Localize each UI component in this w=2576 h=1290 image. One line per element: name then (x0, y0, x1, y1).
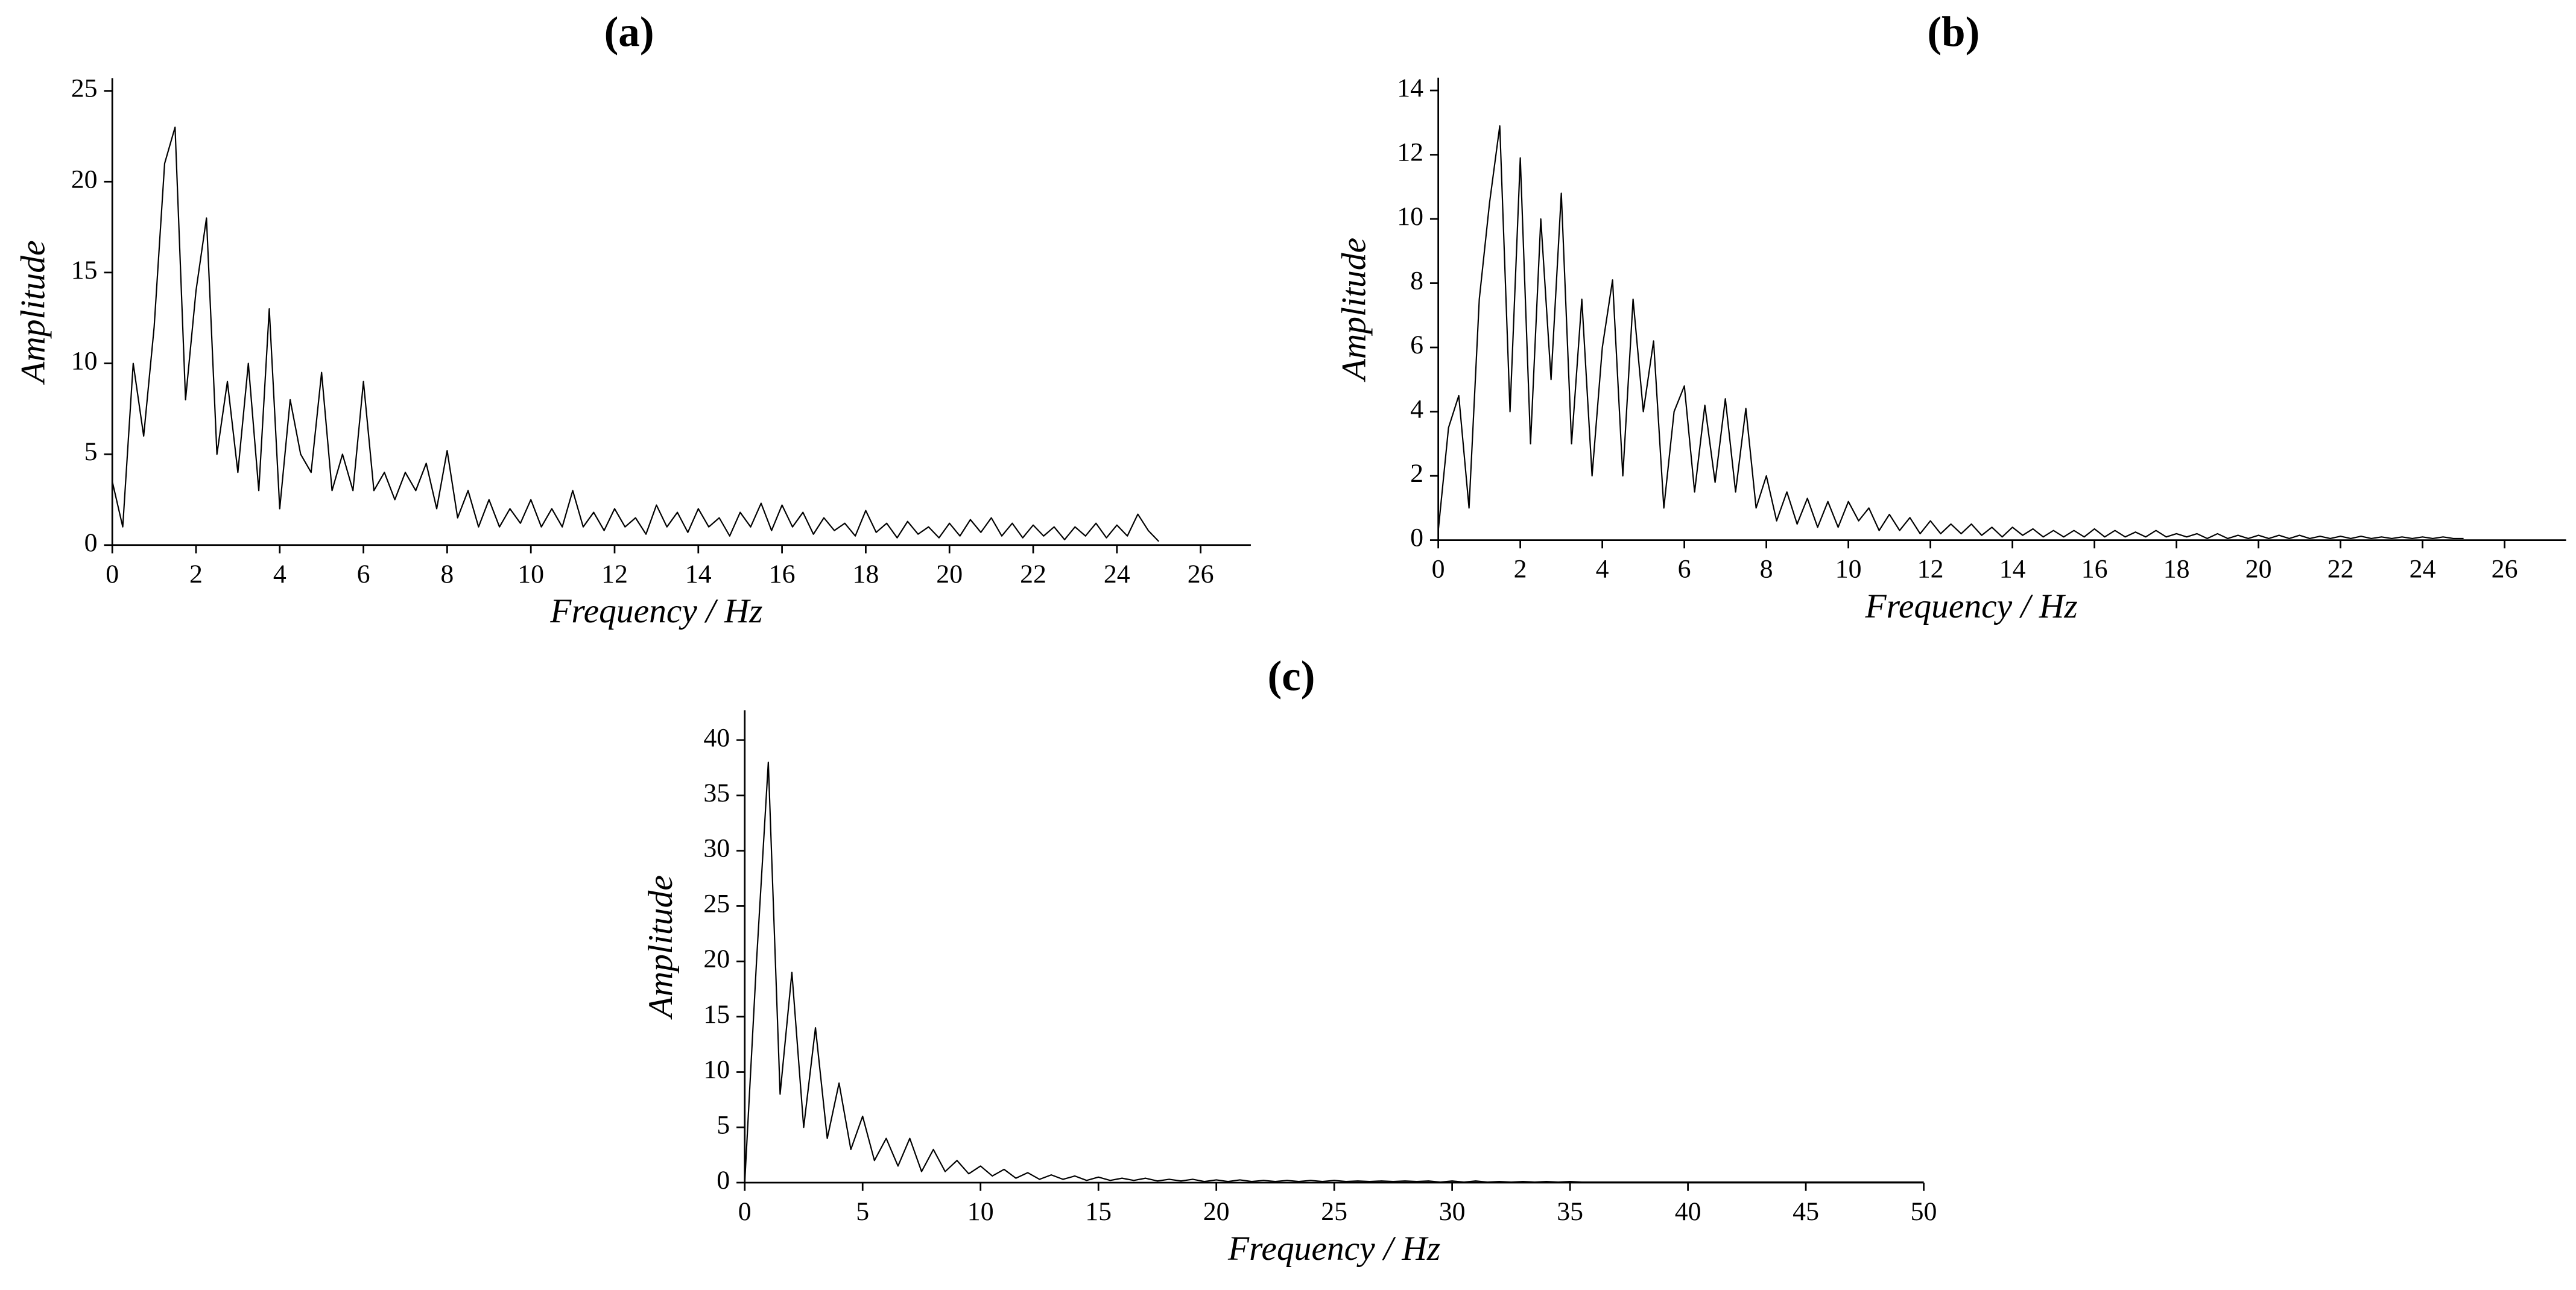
y-tick-label: 30 (703, 834, 730, 863)
y-tick-label: 2 (1410, 459, 1423, 488)
x-tick-label: 15 (1085, 1197, 1112, 1226)
x-tick-label: 20 (936, 560, 963, 589)
x-tick-label: 2 (189, 560, 203, 589)
x-tick-label: 22 (1020, 560, 1046, 589)
y-tick-label: 10 (1397, 202, 1423, 231)
y-tick-label: 40 (703, 723, 730, 752)
y-tick-label: 25 (71, 74, 98, 103)
x-tick-label: 8 (1760, 555, 1773, 584)
x-tick-label: 6 (1678, 555, 1691, 584)
x-tick-label: 0 (738, 1197, 752, 1226)
spectrum-line (112, 126, 1160, 542)
x-tick-label: 0 (106, 560, 119, 589)
y-tick-label: 5 (717, 1110, 730, 1139)
x-tick-label: 20 (2245, 555, 2272, 584)
y-tick-label: 20 (71, 165, 98, 194)
x-tick-label: 16 (2081, 555, 2108, 584)
x-tick-label: 10 (517, 560, 544, 589)
x-tick-label: 40 (1675, 1197, 1701, 1226)
spectrum-line (744, 761, 1924, 1183)
y-tick-label: 25 (703, 889, 730, 918)
x-tick-label: 16 (769, 560, 796, 589)
y-tick-label: 35 (703, 779, 730, 808)
y-tick-label: 14 (1397, 74, 1423, 103)
x-tick-label: 30 (1439, 1197, 1466, 1226)
y-tick-label: 0 (84, 528, 98, 557)
y-tick-label: 0 (1410, 523, 1423, 552)
x-axis-label: Frequency / Hz (549, 592, 762, 630)
x-tick-label: 14 (1999, 555, 2026, 584)
y-tick-label: 4 (1410, 395, 1423, 424)
x-tick-label: 0 (1432, 555, 1445, 584)
x-tick-label: 14 (685, 560, 712, 589)
chart-title: (a) (604, 9, 654, 56)
x-tick-label: 20 (1203, 1197, 1230, 1226)
x-tick-label: 10 (1835, 555, 1862, 584)
x-tick-label: 45 (1793, 1197, 1819, 1226)
y-axis-label: Amplitude (642, 875, 680, 1020)
spectrum-line (1437, 125, 2464, 540)
x-tick-label: 2 (1514, 555, 1527, 584)
y-tick-label: 20 (703, 944, 730, 973)
x-tick-label: 25 (1321, 1197, 1347, 1226)
x-tick-label: 22 (2328, 555, 2354, 584)
y-tick-label: 15 (703, 1000, 730, 1029)
y-tick-label: 12 (1397, 138, 1423, 167)
x-tick-label: 24 (1104, 560, 1130, 589)
x-tick-label: 26 (1188, 560, 1214, 589)
x-tick-label: 18 (853, 560, 879, 589)
chart-title: (c) (1267, 653, 1315, 700)
x-tick-label: 4 (273, 560, 286, 589)
x-tick-label: 4 (1596, 555, 1609, 584)
y-tick-label: 10 (71, 347, 98, 376)
x-tick-label: 12 (1917, 555, 1944, 584)
chart-title: (b) (1927, 9, 1979, 56)
x-tick-label: 35 (1557, 1197, 1583, 1226)
x-tick-label: 6 (357, 560, 370, 589)
y-tick-label: 0 (717, 1166, 730, 1195)
x-tick-label: 12 (601, 560, 628, 589)
y-tick-label: 10 (703, 1055, 730, 1084)
y-tick-label: 15 (71, 256, 98, 285)
x-tick-label: 8 (440, 560, 454, 589)
y-tick-label: 6 (1410, 330, 1423, 359)
x-tick-label: 5 (856, 1197, 869, 1226)
x-tick-label: 18 (2163, 555, 2190, 584)
x-axis-label: Frequency / Hz (1227, 1230, 1440, 1268)
y-axis-label: Amplitude (1335, 238, 1373, 382)
x-tick-label: 26 (2492, 555, 2518, 584)
y-axis-label: Amplitude (14, 240, 52, 385)
x-tick-label: 24 (2410, 555, 2436, 584)
x-axis-label: Frequency / Hz (1864, 587, 2077, 625)
x-tick-label: 10 (967, 1197, 994, 1226)
x-tick-label: 50 (1911, 1197, 1937, 1226)
y-tick-label: 8 (1410, 267, 1423, 296)
y-tick-label: 5 (84, 437, 98, 466)
